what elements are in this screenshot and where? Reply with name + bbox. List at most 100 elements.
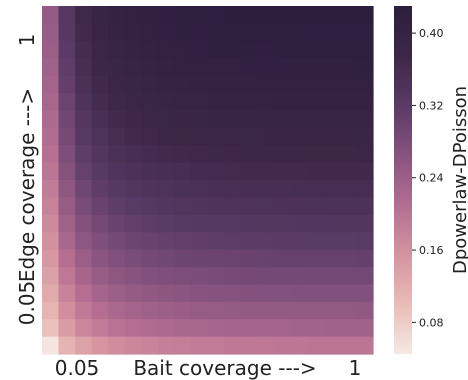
heatmap-cell [75,267,93,285]
heatmap-cell [339,249,358,268]
heatmap-cell [273,197,291,216]
heatmap-cell [356,180,374,198]
heatmap-cell [108,232,126,251]
heatmap-cell [323,180,341,198]
heatmap-cell [339,6,358,24]
heatmap-cell [273,336,291,355]
heatmap-cell [141,197,159,216]
heatmap-cell [273,23,291,42]
heatmap-cell [190,162,209,181]
heatmap-cell [356,267,374,285]
heatmap-cell [58,336,76,355]
heatmap-cell [174,284,192,303]
heatmap-cell [157,162,175,181]
heatmap-cell [207,197,225,216]
heatmap-cell [339,232,358,251]
heatmap-cell [58,127,76,146]
heatmap-cell [339,267,358,285]
heatmap-cell [174,319,192,338]
heatmap-cell [174,6,192,24]
heatmap-cell [339,127,358,146]
heatmap-cell [207,23,225,42]
heatmap-cell [141,58,159,77]
y-axis-label: Edge coverage ---> [15,88,39,282]
heatmap-cell [356,214,374,233]
heatmap-cell [157,180,175,198]
colorbar-tick-label: 0.32 [419,99,444,112]
heatmap-cell [306,301,324,320]
heatmap-cell [273,267,291,285]
colorbar-ticks: 0.08 0.16 0.24 0.32 0.40 [412,27,444,329]
heatmap-cell [273,110,291,129]
heatmap-cell [124,214,142,233]
heatmap-cell [323,232,341,251]
heatmap-cell [157,23,175,42]
heatmap-cell [290,214,308,233]
heatmap-cell [91,162,109,181]
heatmap-cell [42,145,60,164]
heatmap-cell [273,127,291,146]
heatmap-cell [174,58,192,77]
heatmap-cell [240,23,258,42]
heatmap-cell [323,6,341,24]
heatmap-cell [273,232,291,251]
heatmap-cell [207,319,225,338]
heatmap-cell [356,58,374,77]
heatmap-cell [257,284,275,303]
heatmap-cell [91,58,109,77]
heatmap-cell [207,110,225,129]
heatmap-cell [290,93,308,111]
heatmap-cell [224,93,242,111]
heatmap-cell [174,75,192,94]
heatmap-cell [207,249,225,268]
heatmap-cell [141,249,159,268]
heatmap-cell [141,75,159,94]
heatmap-cell [207,75,225,94]
heatmap-cell [273,301,291,320]
heatmap-cell [323,162,341,181]
heatmap-cell [257,58,275,77]
heatmap-cell [273,93,291,111]
heatmap-cell [339,284,358,303]
heatmap-cell [124,6,142,24]
heatmap-cell [124,197,142,216]
heatmap-cell [240,145,258,164]
heatmap-cell [58,267,76,285]
heatmap-cell [58,93,76,111]
heatmap-cell [257,110,275,129]
heatmap-cell [42,162,60,181]
heatmap-cell [290,197,308,216]
heatmap-cell [240,214,258,233]
heatmap-cell [91,301,109,320]
heatmap-cell [157,249,175,268]
heatmap-cell [58,40,76,59]
colorbar [394,6,412,354]
heatmap-cell [75,93,93,111]
heatmap-cell [42,284,60,303]
heatmap-cell [323,127,341,146]
heatmap-cell [42,58,60,77]
heatmap-cell [207,232,225,251]
heatmap-cell [157,197,175,216]
heatmap-cell [290,58,308,77]
colorbar-tick-label: 0.08 [419,316,444,329]
heatmap-cell [141,180,159,198]
heatmap-cell [157,284,175,303]
heatmap-cell [339,75,358,94]
heatmap-cell [224,58,242,77]
heatmap-cell [75,180,93,198]
heatmap-cell [273,180,291,198]
heatmap-cell [124,336,142,355]
heatmap-cell [290,23,308,42]
heatmap-cell [290,127,308,146]
heatmap-cell [339,40,358,59]
heatmap-cell [75,58,93,77]
heatmap-cell [339,301,358,320]
heatmap-cell [174,145,192,164]
heatmap-cell [75,23,93,42]
heatmap-cell [240,40,258,59]
heatmap-cell [190,145,209,164]
heatmap-cell [306,319,324,338]
heatmap-cell [306,180,324,198]
heatmap-cell [42,249,60,268]
